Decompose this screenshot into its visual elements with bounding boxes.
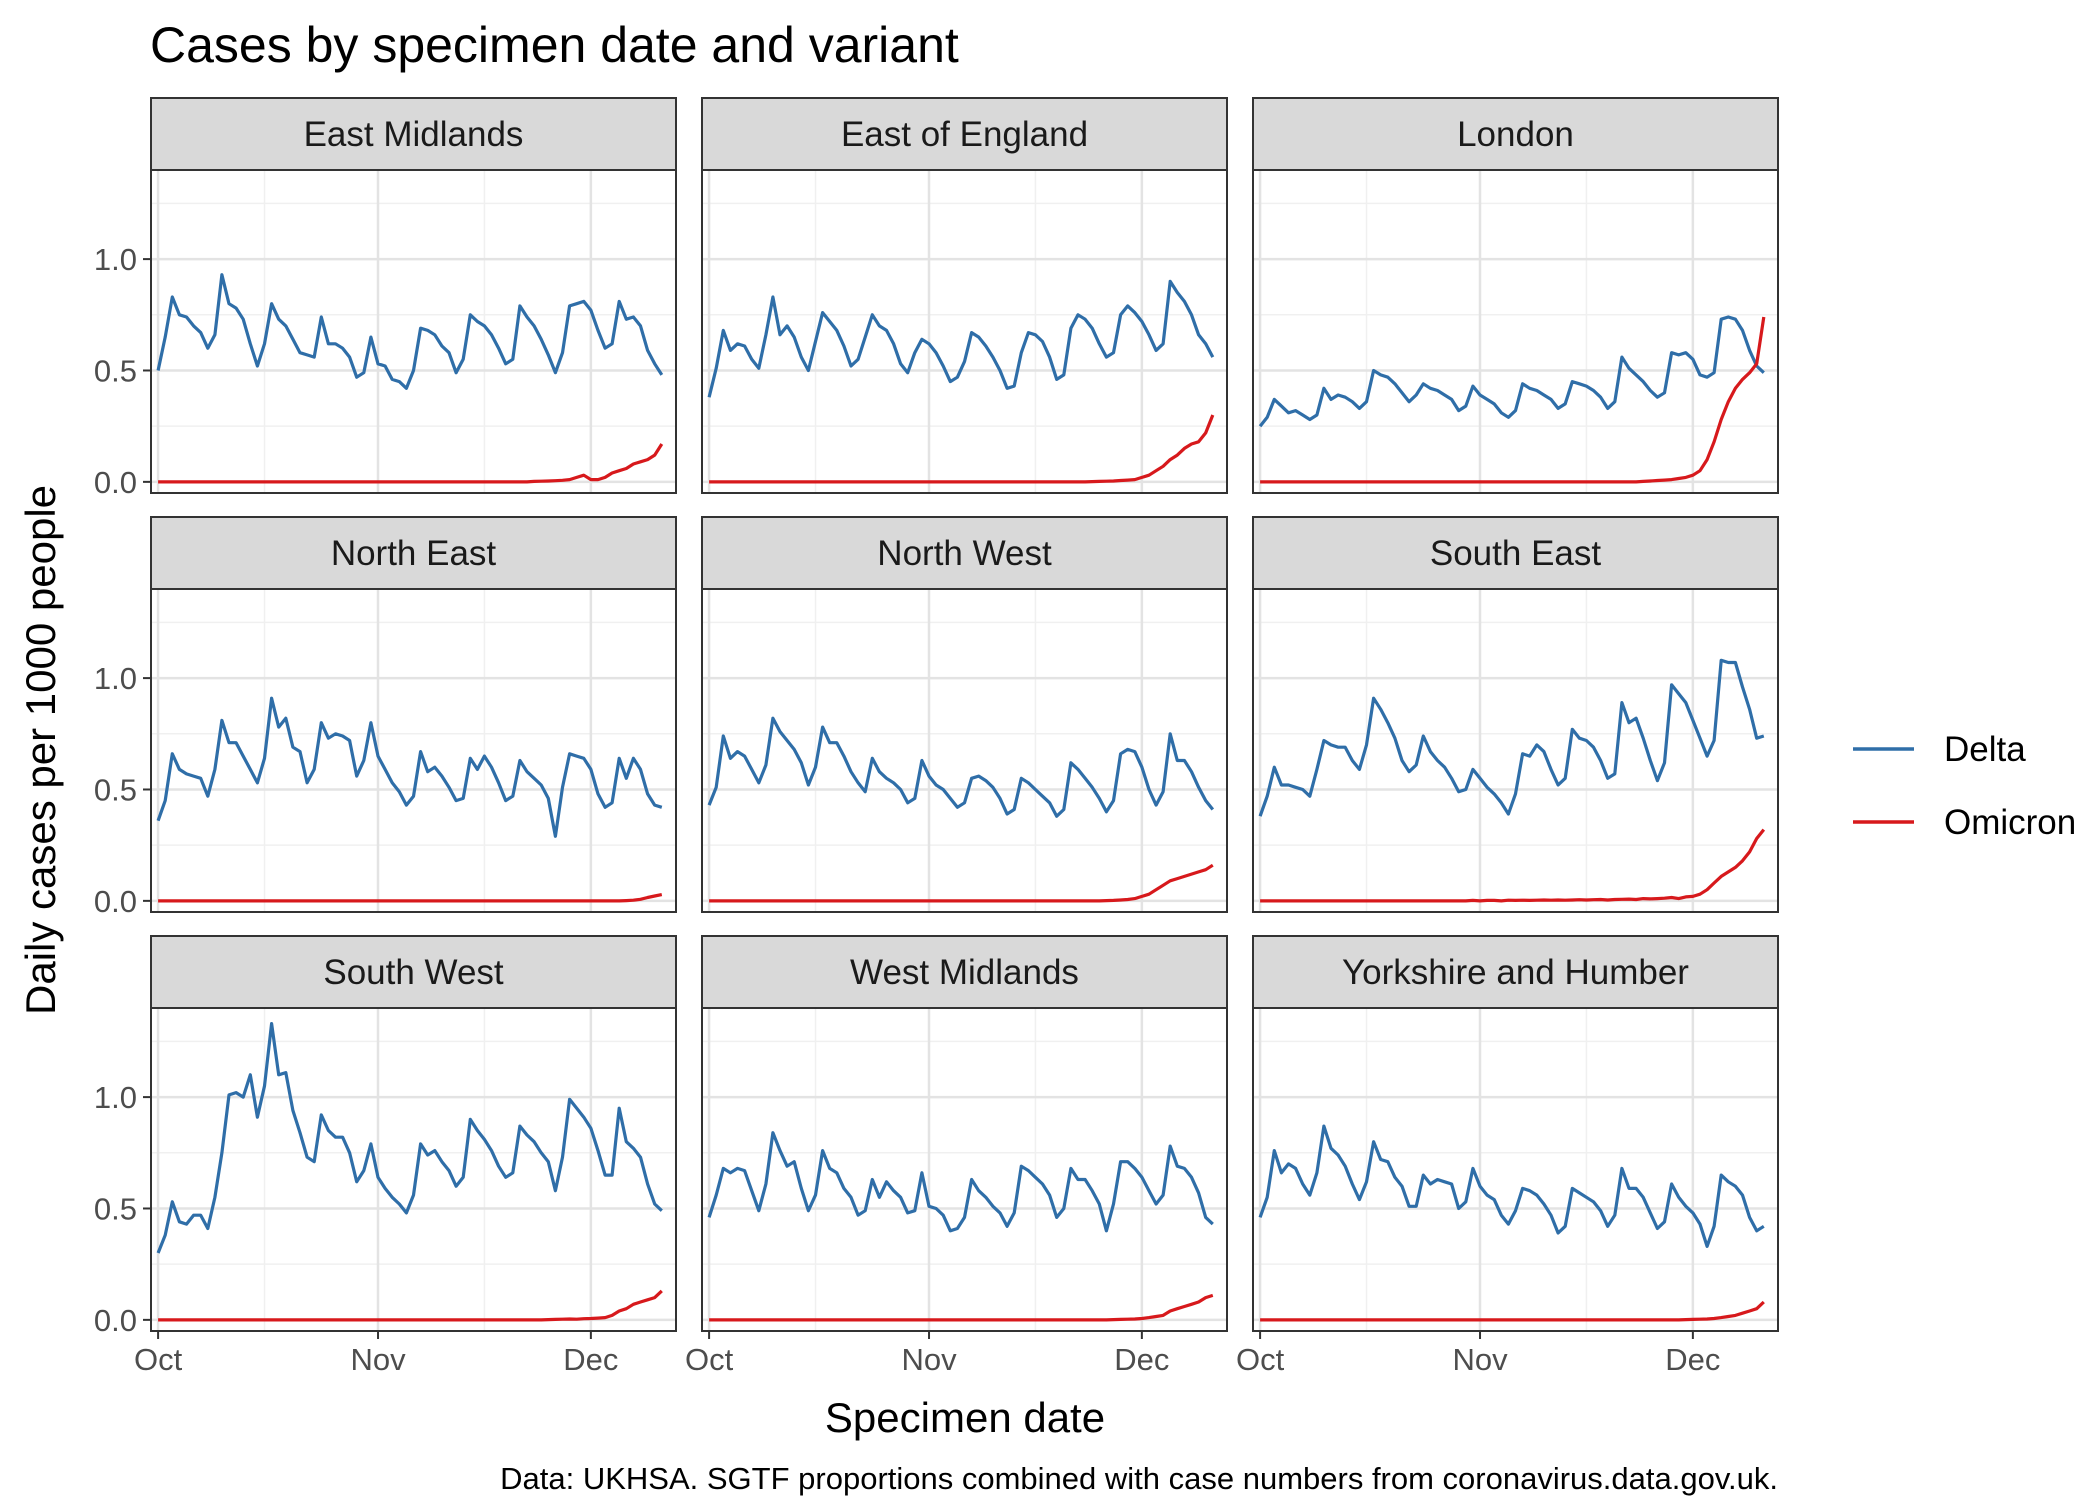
panel-north-east-border xyxy=(150,588,677,913)
panel-north-east-strip xyxy=(150,516,677,590)
y-axis-title: Daily cases per 1000 people xyxy=(17,485,64,1015)
panel-south-east-border xyxy=(1252,588,1779,913)
legend-label-delta: Delta xyxy=(1944,730,2026,769)
panel-yorkshire-and-humber-omicron-line xyxy=(1260,1300,1765,1322)
panel-north-west-strip-label: North West xyxy=(877,534,1052,573)
panel-south-west-omicron-line xyxy=(158,1289,663,1322)
panel-south-west-y-tick-label: 0.5 xyxy=(94,1191,137,1226)
panel-east-midlands-y-tick-label: 1.0 xyxy=(94,242,137,277)
panel-east-midlands-delta-line xyxy=(156,273,664,390)
panel-east-midlands: East Midlands 0.0 0.5 1.0 xyxy=(94,97,677,500)
panel-yorkshire-and-humber: Yorkshire and Humber Oct Nov Dec xyxy=(1236,935,1779,1377)
panel-west-midlands-omicron-line xyxy=(709,1293,1214,1322)
panel-north-west-plot-area xyxy=(702,589,1227,912)
caption: Data: UKHSA. SGTF proportions combined w… xyxy=(500,1461,1778,1496)
panel-east-of-england-strip-label: East of England xyxy=(841,115,1088,154)
panel-west-midlands-plot-area xyxy=(702,1008,1227,1331)
panel-south-west-x-tick-label: Oct xyxy=(134,1342,183,1377)
panel-north-west-delta-line xyxy=(707,716,1215,818)
panel-south-east-delta-line xyxy=(1258,658,1765,817)
panel-south-east: South East xyxy=(1252,516,1779,913)
panel-south-west: South West 0.0 0.5 1.0 Oct Nov Dec xyxy=(94,935,677,1377)
panel-south-west-strip xyxy=(150,935,677,1009)
panel-london-border xyxy=(1252,169,1779,494)
panel-south-west-y-tick-label: 1.0 xyxy=(94,1080,137,1115)
panel-west-midlands-x-tick-label: Nov xyxy=(901,1342,957,1377)
panel-london: London xyxy=(1252,97,1779,494)
panel-west-midlands-strip xyxy=(701,935,1228,1009)
panel-south-east-plot-area xyxy=(1253,589,1778,912)
panel-north-east: North East 0.0 0.5 1.0 xyxy=(94,516,677,919)
panel-yorkshire-and-humber-x-tick-label: Oct xyxy=(1236,1342,1285,1377)
panel-south-west-y-tick-label: 0.0 xyxy=(94,1303,137,1338)
panel-yorkshire-and-humber-strip-label: Yorkshire and Humber xyxy=(1342,953,1689,992)
panel-west-midlands-delta-line xyxy=(707,1131,1214,1233)
panel-london-delta-line xyxy=(1258,315,1765,428)
panel-yorkshire-and-humber-x-tick-label: Dec xyxy=(1665,1342,1720,1377)
panel-south-west-delta-line xyxy=(156,1022,663,1254)
panel-south-west-x-tick-label: Nov xyxy=(350,1342,406,1377)
panel-east-of-england-border xyxy=(701,169,1228,494)
panel-london-strip-label: London xyxy=(1457,115,1574,154)
panel-west-midlands-border xyxy=(701,1007,1228,1332)
panel-yorkshire-and-humber-delta-line xyxy=(1258,1124,1765,1248)
legend: Delta Omicron xyxy=(1853,730,2076,842)
panel-south-east-strip-label: South East xyxy=(1430,534,1601,573)
panel-south-east-strip xyxy=(1252,516,1779,590)
panel-london-strip xyxy=(1252,97,1779,171)
panel-yorkshire-and-humber-plot-area xyxy=(1253,1008,1778,1331)
panel-east-midlands-border xyxy=(150,169,677,494)
panel-london-plot-area xyxy=(1253,170,1778,493)
panel-grid: East Midlands 0.0 0.5 1.0 East of England Lon… xyxy=(94,97,1779,1377)
panel-east-midlands-y-tick-label: 0.5 xyxy=(94,353,137,388)
panel-east-midlands-y-tick-label: 0.0 xyxy=(94,465,137,500)
panel-west-midlands-x-tick-label: Dec xyxy=(1114,1342,1169,1377)
panel-north-east-y-tick-label: 0.0 xyxy=(94,884,137,919)
panel-west-midlands: West Midlands Oct Nov Dec xyxy=(685,935,1228,1377)
legend-label-omicron: Omicron xyxy=(1944,803,2076,842)
panel-east-of-england-strip xyxy=(701,97,1228,171)
panel-south-west-plot-area xyxy=(151,1008,676,1331)
panel-north-east-y-tick-label: 0.5 xyxy=(94,772,137,807)
panel-east-midlands-strip xyxy=(150,97,677,171)
panel-west-midlands-strip-label: West Midlands xyxy=(850,953,1079,992)
panel-london-omicron-line xyxy=(1260,316,1766,484)
panel-south-east-omicron-line xyxy=(1260,828,1766,903)
chart-title: Cases by specimen date and variant xyxy=(150,17,959,73)
panel-yorkshire-and-humber-border xyxy=(1252,1007,1779,1332)
panel-north-west-border xyxy=(701,588,1228,913)
panel-east-midlands-omicron-line xyxy=(158,443,664,484)
panel-north-west: North West xyxy=(701,516,1228,913)
panel-east-of-england: East of England xyxy=(701,97,1228,494)
panel-north-east-y-tick-label: 1.0 xyxy=(94,661,137,696)
panel-north-east-strip-label: North East xyxy=(331,534,497,573)
panel-east-of-england-delta-line xyxy=(707,279,1215,398)
panel-south-west-border xyxy=(150,1007,677,1332)
panel-yorkshire-and-humber-x-tick-label: Nov xyxy=(1452,1342,1508,1377)
panel-east-of-england-omicron-line xyxy=(709,414,1215,484)
x-axis-title: Specimen date xyxy=(825,1394,1105,1441)
panel-east-midlands-strip-label: East Midlands xyxy=(304,115,524,154)
panel-east-midlands-plot-area xyxy=(151,170,676,493)
panel-west-midlands-x-tick-label: Oct xyxy=(685,1342,734,1377)
panel-north-east-plot-area xyxy=(151,589,676,912)
panel-north-east-delta-line xyxy=(156,696,663,838)
panel-north-west-strip xyxy=(701,516,1228,590)
panel-north-west-omicron-line xyxy=(709,863,1214,903)
panel-south-west-strip-label: South West xyxy=(323,953,504,992)
panel-south-west-x-tick-label: Dec xyxy=(563,1342,618,1377)
panel-north-east-omicron-line xyxy=(158,893,663,903)
